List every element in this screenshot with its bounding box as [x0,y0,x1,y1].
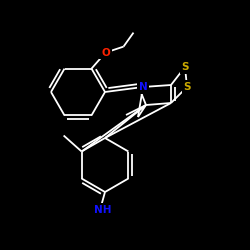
Text: S: S [183,82,191,92]
Text: O: O [101,48,110,58]
Text: N: N [138,82,147,92]
Text: S: S [181,62,189,72]
Text: NH: NH [94,205,112,215]
